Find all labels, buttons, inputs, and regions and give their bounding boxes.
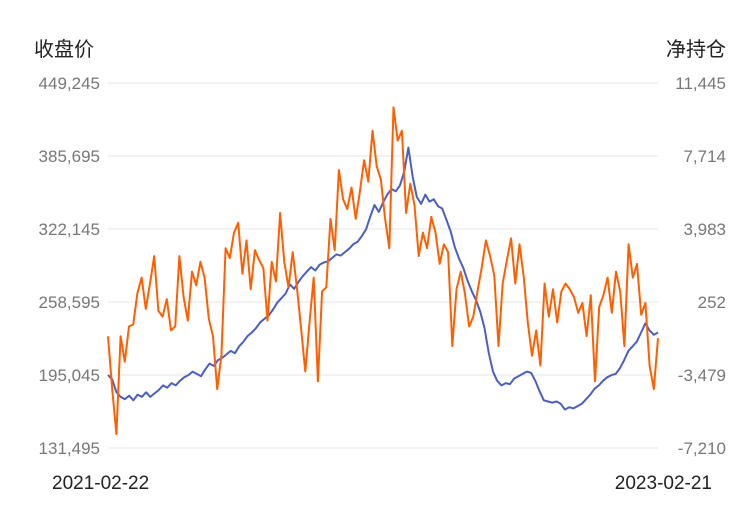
left-tick-label: 131,495 <box>39 439 100 458</box>
right-tick-label: 11,445 <box>675 74 726 93</box>
gridlines <box>108 82 658 449</box>
left-tick-label: 258,595 <box>39 293 100 312</box>
right-tick-label: 252 <box>698 293 726 312</box>
right-tick-label: 7,714 <box>683 147 726 166</box>
left-axis-title: 收盘价 <box>34 38 94 61</box>
right-tick-label: 3,983 <box>683 220 726 239</box>
left-tick-label: 385,695 <box>39 147 100 166</box>
right-tick-label: -3,479 <box>678 366 726 385</box>
left-axis-ticks: 449,245 385,695 322,145 258,595 195,045 131,4… <box>39 74 100 458</box>
left-tick-label: 195,045 <box>39 366 100 385</box>
series-group <box>107 106 659 436</box>
right-tick-label: -7,210 <box>678 439 726 458</box>
left-tick-label: 449,245 <box>39 74 100 93</box>
x-end-label: 2023-02-21 <box>615 473 712 494</box>
right-axis-ticks: 11,445 7,714 3,983 252 -3,479 -7,210 <box>675 74 726 458</box>
series-line-net-position <box>107 106 659 436</box>
right-axis-title: 净持仓 <box>666 38 726 61</box>
x-start-label: 2021-02-22 <box>52 473 149 494</box>
left-tick-label: 322,145 <box>39 220 100 239</box>
